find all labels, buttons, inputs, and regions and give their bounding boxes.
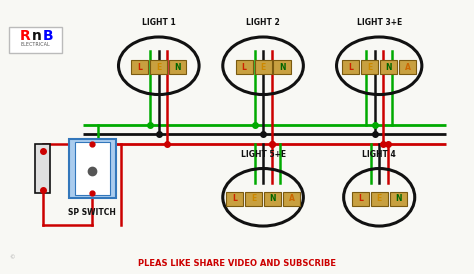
FancyBboxPatch shape — [371, 192, 388, 206]
Text: L: L — [232, 194, 237, 203]
Text: E: E — [260, 63, 266, 72]
FancyBboxPatch shape — [273, 60, 291, 74]
Text: L: L — [137, 63, 142, 72]
Text: LIGHT 3+E: LIGHT 3+E — [356, 18, 402, 27]
Text: L: L — [348, 63, 353, 72]
Bar — [9, 27, 62, 53]
Text: N: N — [269, 194, 276, 203]
FancyBboxPatch shape — [150, 60, 167, 74]
FancyBboxPatch shape — [131, 60, 148, 74]
FancyBboxPatch shape — [255, 60, 272, 74]
FancyBboxPatch shape — [361, 60, 378, 74]
Text: N: N — [174, 63, 181, 72]
FancyBboxPatch shape — [399, 60, 416, 74]
Text: SP SWITCH: SP SWITCH — [68, 208, 117, 217]
FancyBboxPatch shape — [390, 192, 407, 206]
Text: L: L — [242, 63, 246, 72]
FancyBboxPatch shape — [283, 192, 300, 206]
Text: LIGHT 4: LIGHT 4 — [362, 150, 396, 159]
Text: E: E — [156, 63, 162, 72]
Text: N: N — [395, 194, 401, 203]
FancyBboxPatch shape — [245, 192, 262, 206]
Text: LIGHT 2: LIGHT 2 — [246, 18, 280, 27]
FancyBboxPatch shape — [236, 60, 253, 74]
Bar — [35, 144, 50, 193]
Text: LIGHT 1: LIGHT 1 — [142, 18, 176, 27]
FancyBboxPatch shape — [264, 192, 281, 206]
Text: n: n — [32, 29, 41, 44]
FancyBboxPatch shape — [75, 142, 110, 195]
FancyBboxPatch shape — [352, 192, 369, 206]
FancyBboxPatch shape — [226, 192, 243, 206]
Text: PLEAS LIKE SHARE VIDEO AND SUBSCRIBE: PLEAS LIKE SHARE VIDEO AND SUBSCRIBE — [138, 259, 336, 267]
Text: ©: © — [9, 256, 15, 261]
FancyBboxPatch shape — [342, 60, 359, 74]
Text: A: A — [405, 63, 410, 72]
Text: ELECTRICAL: ELECTRICAL — [21, 42, 50, 47]
FancyBboxPatch shape — [169, 60, 186, 74]
Text: N: N — [385, 63, 392, 72]
Text: E: E — [376, 194, 382, 203]
Text: R: R — [20, 29, 30, 44]
FancyBboxPatch shape — [380, 60, 397, 74]
Text: E: E — [251, 194, 256, 203]
Text: L: L — [358, 194, 363, 203]
Text: LIGHT 5+E: LIGHT 5+E — [240, 150, 286, 159]
Text: A: A — [289, 194, 294, 203]
FancyBboxPatch shape — [69, 139, 116, 198]
Text: N: N — [279, 63, 285, 72]
Text: B: B — [43, 29, 53, 44]
Text: E: E — [367, 63, 373, 72]
